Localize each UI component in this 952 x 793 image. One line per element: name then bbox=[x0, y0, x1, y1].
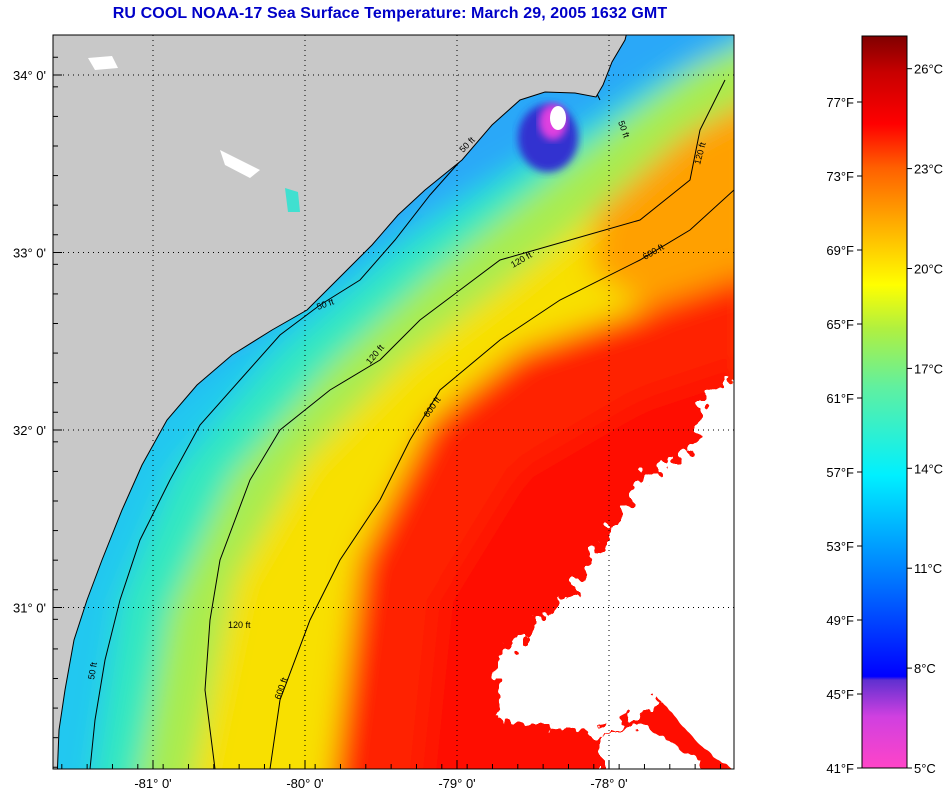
celsius-label: 14°C bbox=[914, 461, 943, 476]
lat-tick-label: 34° 0' bbox=[13, 68, 46, 83]
celsius-label: 11°C bbox=[914, 561, 942, 576]
fahrenheit-label: 69°F bbox=[826, 243, 854, 258]
inland-lake bbox=[88, 56, 118, 70]
celsius-label: 17°C bbox=[914, 361, 943, 376]
lon-tick-label: -81° 0' bbox=[134, 776, 171, 791]
fahrenheit-label: 45°F bbox=[826, 687, 854, 702]
lat-tick-label: 31° 0' bbox=[13, 601, 46, 616]
fahrenheit-label: 77°F bbox=[826, 95, 854, 110]
celsius-label: 5°C bbox=[914, 761, 936, 776]
cloud-mask bbox=[495, 380, 734, 769]
land bbox=[53, 35, 627, 769]
contour-label: 120 ft bbox=[228, 620, 251, 630]
contour-600ft bbox=[269, 189, 734, 769]
fahrenheit-label: 57°F bbox=[826, 465, 854, 480]
lat-tick-label: 33° 0' bbox=[13, 246, 46, 261]
colorbar-ticks: 26°C 23°C 20°C 17°C 14°C 11°C 8°C 5°C 77°F 73°F 69… bbox=[826, 62, 943, 776]
map-area: 50 ft 50 ft 50 ft 50 ft 120 ft 120 ft 12… bbox=[53, 35, 734, 769]
celsius-label: 26°C bbox=[914, 62, 943, 77]
fahrenheit-label: 49°F bbox=[826, 613, 854, 628]
lon-tick-label: -80° 0' bbox=[286, 776, 323, 791]
contour-120ft bbox=[204, 79, 726, 769]
celsius-label: 8°C bbox=[914, 661, 936, 676]
map-frame bbox=[52, 34, 735, 770]
lat-tick-label: 32° 0' bbox=[13, 423, 46, 438]
map-title: RU COOL NOAA-17 Sea Surface Temperature:… bbox=[112, 5, 668, 22]
fahrenheit-label: 73°F bbox=[826, 169, 854, 184]
inland-lake bbox=[285, 188, 300, 212]
graticule bbox=[53, 35, 734, 769]
lon-tick-label: -78° 0' bbox=[590, 776, 627, 791]
inland-lake bbox=[220, 150, 260, 178]
fahrenheit-label: 65°F bbox=[826, 317, 854, 332]
celsius-label: 20°C bbox=[914, 262, 943, 277]
map-axes: -81° 0' -80° 0' -79° 0' -78° 0' 34° 0' 33° 0'… bbox=[13, 56, 721, 791]
fahrenheit-label: 61°F bbox=[826, 391, 854, 406]
lon-tick-label: -79° 0' bbox=[438, 776, 475, 791]
fahrenheit-label: 41°F bbox=[826, 761, 854, 776]
contour-label: 50 ft bbox=[86, 661, 99, 680]
colorbar bbox=[861, 35, 908, 769]
celsius-label: 23°C bbox=[914, 162, 943, 177]
fahrenheit-label: 53°F bbox=[826, 539, 854, 554]
